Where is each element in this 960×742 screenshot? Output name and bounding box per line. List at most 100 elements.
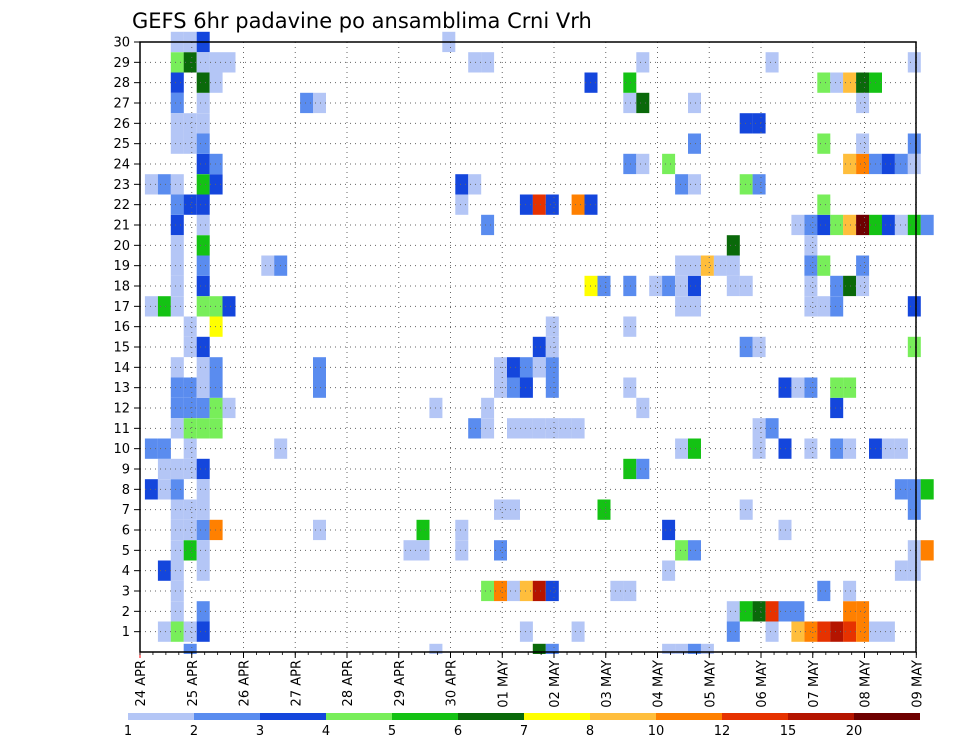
heatmap-cell <box>209 519 223 541</box>
heatmap-cell <box>700 643 714 654</box>
colorbar-label: 4 <box>322 724 330 739</box>
heatmap-cell <box>507 499 520 520</box>
heatmap-cell <box>907 296 921 317</box>
x-tick-label: 25 APR <box>186 660 201 706</box>
heatmap-cell <box>920 540 934 561</box>
heatmap-cell <box>222 296 236 317</box>
heatmap-cell <box>700 255 714 276</box>
heatmap-cell <box>545 377 559 398</box>
heatmap-cell <box>881 438 895 459</box>
heatmap-cell <box>856 255 870 276</box>
y-tick-label: 8 <box>122 483 130 498</box>
y-tick-label: 5 <box>122 544 130 559</box>
heatmap-cell <box>894 214 908 236</box>
heatmap-cell <box>455 540 469 561</box>
heatmap-cell <box>170 174 184 195</box>
heatmap-cell <box>636 92 650 114</box>
heatmap-cell <box>532 580 546 602</box>
heatmap-cell <box>817 214 831 236</box>
colorbar-swatch <box>656 713 722 720</box>
heatmap-cell <box>170 377 184 398</box>
heatmap-cell <box>532 194 546 215</box>
y-tick-label: 26 <box>113 117 130 132</box>
heatmap-cell <box>907 336 921 358</box>
heatmap-cell <box>817 255 831 276</box>
heatmap-cell <box>765 52 779 73</box>
heatmap-cell <box>623 153 637 175</box>
colorbar-label: 12 <box>714 724 731 739</box>
heatmap-cell <box>209 296 223 317</box>
heatmap-cell <box>416 519 430 541</box>
heatmap-cell <box>196 153 210 175</box>
colorbar: 1 2 3 4 5 6 7 8 10 12 15 20 <box>124 713 920 739</box>
x-tick-label: 26 APR <box>238 660 253 706</box>
heatmap-cell <box>791 377 805 398</box>
y-tick-label: 28 <box>113 76 130 91</box>
y-tick-label: 23 <box>113 178 130 193</box>
heatmap-cell <box>209 418 223 439</box>
colorbar-label: 1 <box>124 724 132 739</box>
heatmap-cell <box>196 458 210 480</box>
heatmap-cell <box>170 560 184 581</box>
heatmap-cell <box>157 560 171 581</box>
heatmap-cell <box>170 621 184 642</box>
heatmap-cell <box>817 621 831 642</box>
heatmap-cell <box>662 275 676 297</box>
heatmap-cell <box>170 214 184 236</box>
heatmap-cell <box>481 52 495 73</box>
heatmap-cell <box>157 296 171 317</box>
heatmap-cell <box>157 621 171 642</box>
heatmap-cell <box>209 72 223 93</box>
x-tick-label: 27 APR <box>289 660 304 706</box>
heatmap-cell <box>196 194 210 215</box>
x-tick-label: 01 MAY <box>496 660 511 708</box>
heatmap-cell <box>507 357 520 378</box>
heatmap-cell <box>183 643 197 654</box>
x-tick-label: 04 MAY <box>652 660 667 708</box>
heatmap-cell <box>817 133 831 154</box>
heatmap-cell <box>623 92 637 114</box>
heatmap-cell <box>881 214 895 236</box>
heatmap-cell <box>739 601 753 622</box>
heatmap-cell <box>765 601 779 622</box>
heatmap-cell <box>726 235 740 256</box>
heatmap-cell <box>209 174 223 195</box>
heatmap-cell <box>170 194 184 215</box>
heatmap-cell <box>752 418 766 439</box>
heatmap-cell <box>739 174 753 195</box>
heatmap-cell <box>830 72 844 93</box>
heatmap-cell <box>196 174 210 195</box>
heatmap-cell <box>170 275 184 297</box>
colorbar-label: 3 <box>256 724 264 739</box>
heatmap-cell <box>907 133 921 154</box>
heatmap-cell <box>688 92 701 114</box>
heatmap-cell <box>662 643 676 654</box>
heatmap-cells <box>144 31 934 654</box>
heatmap-cell <box>571 621 585 642</box>
heatmap-cell <box>313 357 326 378</box>
heatmap-cell <box>196 499 210 520</box>
heatmap-cell <box>196 540 210 561</box>
heatmap-cell <box>532 357 546 378</box>
heatmap-cell <box>261 255 275 276</box>
y-tick-label: 29 <box>113 56 130 71</box>
heatmap-cell <box>196 235 210 256</box>
heatmap-cell <box>519 357 533 378</box>
heatmap-cell <box>675 643 689 654</box>
heatmap-cell <box>817 296 831 317</box>
heatmap-cell <box>196 519 210 541</box>
heatmap-cell <box>170 397 184 419</box>
y-tick-label: 20 <box>113 239 130 254</box>
x-tick-label: 30 APR <box>445 660 460 706</box>
heatmap-cell <box>739 499 753 520</box>
colorbar-swatch <box>194 713 260 720</box>
y-tick-label: 4 <box>122 564 130 579</box>
y-tick-label: 30 <box>113 36 130 51</box>
y-tick-label: 3 <box>122 585 130 600</box>
heatmap-cell <box>597 275 611 297</box>
heatmap-cell <box>830 275 844 297</box>
heatmap-cell <box>170 113 184 134</box>
heatmap-cell <box>752 601 766 622</box>
heatmap-cell <box>739 275 753 297</box>
heatmap-cell <box>571 194 585 215</box>
